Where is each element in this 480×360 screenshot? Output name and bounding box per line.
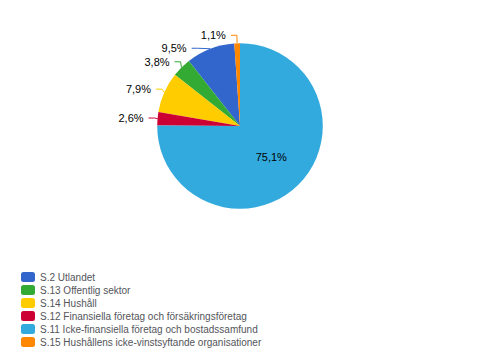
svg-text:S.2 Utlandet: S.2 Utlandet xyxy=(40,272,95,283)
svg-text:S.13 Offentlig sektor: S.13 Offentlig sektor xyxy=(40,285,131,296)
svg-text:S.14 Hushåll: S.14 Hushåll xyxy=(40,298,97,309)
svg-text:7,9%: 7,9% xyxy=(126,83,151,95)
svg-text:75,1%: 75,1% xyxy=(256,151,287,163)
svg-text:S.15 Hushållens icke-vinstsyft: S.15 Hushållens icke-vinstsyftande organ… xyxy=(40,337,262,348)
svg-text:3,8%: 3,8% xyxy=(144,56,169,68)
svg-text:S.11 Icke-finansiella företag: S.11 Icke-finansiella företag och bostad… xyxy=(40,324,258,335)
svg-text:2,6%: 2,6% xyxy=(118,112,143,124)
svg-text:9,5%: 9,5% xyxy=(162,42,187,54)
svg-text:1,1%: 1,1% xyxy=(201,29,226,41)
svg-text:S.12 Finansiella företag och f: S.12 Finansiella företag och försäkrings… xyxy=(40,311,247,322)
